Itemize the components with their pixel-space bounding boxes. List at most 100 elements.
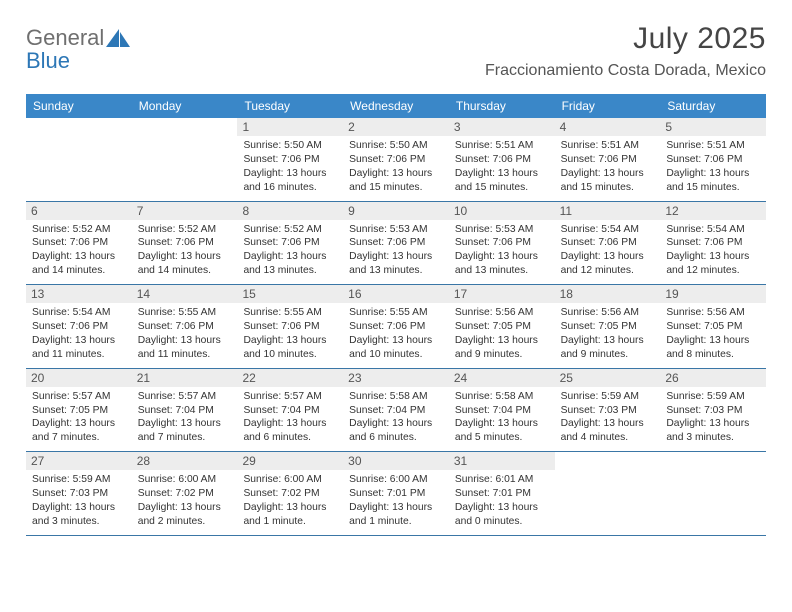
day-number: 20 [26,369,132,387]
logo-line1: General [26,25,104,50]
day-number: 31 [449,452,555,470]
day-info: Sunrise: 5:59 AMSunset: 7:03 PMDaylight:… [32,473,127,529]
day-cell: 5 Sunrise: 5:51 AMSunset: 7:06 PMDaylight… [660,118,766,201]
calendar-page: General Blue July 2025 Fraccionamiento C… [0,0,792,546]
day-cell: 27Sunrise: 5:59 AMSunset: 7:03 PMDayligh… [26,452,132,535]
day-info: Sunrise: 5:52 AMSunset: 7:06 PMDaylight:… [32,223,127,279]
day-cell: 9 Sunrise: 5:53 AMSunset: 7:06 PMDaylight… [343,202,449,285]
day-cell: 23 Sunrise: 5:58 AMSunset: 7:04 PMDayligh… [343,369,449,452]
day-number: 10 [449,202,555,220]
day-number: 7 [132,202,238,220]
day-info: Sunrise: 5:51 AMSunset: 7:06 PMDaylight:… [666,139,761,195]
day-cell: 13 Sunrise: 5:54 AMSunset: 7:06 PMDayligh… [26,285,132,368]
logo-text: General Blue [26,26,104,72]
day-cell: 8Sunrise: 5:52 AMSunset: 7:06 PMDaylight… [237,202,343,285]
day-info: Sunrise: 5:53 AMSunset: 7:06 PMDaylight:… [349,223,444,279]
day-cell: 1Sunrise: 5:50 AMSunset: 7:06 PMDaylight… [237,118,343,201]
day-cell: 22 Sunrise: 5:57 AMSunset: 7:04 PMDayligh… [237,369,343,452]
day-number: 14 [132,285,238,303]
day-number: 25 [555,369,661,387]
day-info: Sunrise: 6:00 AMSunset: 7:01 PMDaylight:… [349,473,444,529]
day-number: 6 [26,202,132,220]
day-info: Sunrise: 5:55 AMSunset: 7:06 PMDaylight:… [138,306,233,362]
day-cell: 30Sunrise: 6:00 AMSunset: 7:01 PMDayligh… [343,452,449,535]
day-number: 8 [237,202,343,220]
day-info: Sunrise: 5:52 AMSunset: 7:06 PMDaylight:… [138,223,233,279]
day-cell: 11 Sunrise: 5:54 AMSunset: 7:06 PMDayligh… [555,202,661,285]
logo-sail-icon [106,29,132,56]
day-number: 28 [132,452,238,470]
location-label: Fraccionamiento Costa Dorada, Mexico [485,62,766,80]
day-info: Sunrise: 5:54 AMSunset: 7:06 PMDaylight:… [561,223,656,279]
day-number: 18 [555,285,661,303]
day-info: Sunrise: 5:54 AMSunset: 7:06 PMDaylight:… [32,306,127,362]
day-header-cell: Wednesday [343,94,449,118]
day-number: 9 [343,202,449,220]
day-number: 2 [343,118,449,136]
day-cell: 4Sunrise: 5:51 AMSunset: 7:06 PMDaylight… [555,118,661,201]
day-info: Sunrise: 5:57 AMSunset: 7:04 PMDaylight:… [138,390,233,446]
day-cell: 7 Sunrise: 5:52 AMSunset: 7:06 PMDaylight… [132,202,238,285]
logo: General Blue [26,22,132,72]
day-info: Sunrise: 5:56 AMSunset: 7:05 PMDaylight:… [666,306,761,362]
day-number: 15 [237,285,343,303]
day-number: 13 [26,285,132,303]
day-cell: 18 Sunrise: 5:56 AMSunset: 7:05 PMDayligh… [555,285,661,368]
day-info: Sunrise: 5:58 AMSunset: 7:04 PMDaylight:… [349,390,444,446]
day-header-cell: Sunday [26,94,132,118]
day-cell: 17 Sunrise: 5:56 AMSunset: 7:05 PMDayligh… [449,285,555,368]
day-header-cell: Monday [132,94,238,118]
day-header-cell: Thursday [449,94,555,118]
day-cell: 19 Sunrise: 5:56 AMSunset: 7:05 PMDayligh… [660,285,766,368]
week-row: 13 Sunrise: 5:54 AMSunset: 7:06 PMDayligh… [26,285,766,369]
day-number: 17 [449,285,555,303]
page-header: General Blue July 2025 Fraccionamiento C… [26,22,766,80]
week-row: 20 Sunrise: 5:57 AMSunset: 7:05 PMDayligh… [26,369,766,453]
day-info: Sunrise: 5:58 AMSunset: 7:04 PMDaylight:… [455,390,550,446]
day-info: Sunrise: 5:51 AMSunset: 7:06 PMDaylight:… [455,139,550,195]
day-info: Sunrise: 5:50 AMSunset: 7:06 PMDaylight:… [349,139,444,195]
day-number: 22 [237,369,343,387]
day-header-cell: Tuesday [237,94,343,118]
day-info: Sunrise: 5:57 AMSunset: 7:04 PMDaylight:… [243,390,338,446]
day-info: Sunrise: 5:55 AMSunset: 7:06 PMDaylight:… [243,306,338,362]
day-cell [555,452,661,535]
day-cell: 12Sunrise: 5:54 AMSunset: 7:06 PMDayligh… [660,202,766,285]
day-cell: 15 Sunrise: 5:55 AMSunset: 7:06 PMDayligh… [237,285,343,368]
day-info: Sunrise: 5:56 AMSunset: 7:05 PMDaylight:… [455,306,550,362]
day-info: Sunrise: 6:00 AMSunset: 7:02 PMDaylight:… [138,473,233,529]
day-cell: 2 Sunrise: 5:50 AMSunset: 7:06 PMDaylight… [343,118,449,201]
weeks-container: 1Sunrise: 5:50 AMSunset: 7:06 PMDaylight… [26,118,766,536]
day-info: Sunrise: 5:56 AMSunset: 7:05 PMDaylight:… [561,306,656,362]
day-cell: 14 Sunrise: 5:55 AMSunset: 7:06 PMDayligh… [132,285,238,368]
day-info: Sunrise: 5:50 AMSunset: 7:06 PMDaylight:… [243,139,338,195]
day-number: 19 [660,285,766,303]
day-cell [26,118,132,201]
logo-line2: Blue [26,48,70,73]
day-info: Sunrise: 5:51 AMSunset: 7:06 PMDaylight:… [561,139,656,195]
day-cell: 21Sunrise: 5:57 AMSunset: 7:04 PMDayligh… [132,369,238,452]
day-number: 11 [555,202,661,220]
day-cell: 29Sunrise: 6:00 AMSunset: 7:02 PMDayligh… [237,452,343,535]
day-cell: 26Sunrise: 5:59 AMSunset: 7:03 PMDayligh… [660,369,766,452]
day-header-row: SundayMondayTuesdayWednesdayThursdayFrid… [26,94,766,118]
day-number: 16 [343,285,449,303]
day-cell: 31 Sunrise: 6:01 AMSunset: 7:01 PMDayligh… [449,452,555,535]
day-number: 26 [660,369,766,387]
day-cell: 24Sunrise: 5:58 AMSunset: 7:04 PMDayligh… [449,369,555,452]
day-cell [132,118,238,201]
day-info: Sunrise: 6:01 AMSunset: 7:01 PMDaylight:… [455,473,550,529]
day-number: 12 [660,202,766,220]
day-header-cell: Saturday [660,94,766,118]
day-info: Sunrise: 6:00 AMSunset: 7:02 PMDaylight:… [243,473,338,529]
day-cell [660,452,766,535]
day-cell: 28 Sunrise: 6:00 AMSunset: 7:02 PMDayligh… [132,452,238,535]
day-number: 23 [343,369,449,387]
month-title: July 2025 [485,22,766,56]
day-info: Sunrise: 5:57 AMSunset: 7:05 PMDaylight:… [32,390,127,446]
day-cell: 10Sunrise: 5:53 AMSunset: 7:06 PMDayligh… [449,202,555,285]
day-number: 5 [660,118,766,136]
day-number: 3 [449,118,555,136]
day-cell: 6 Sunrise: 5:52 AMSunset: 7:06 PMDaylight… [26,202,132,285]
day-cell: 25Sunrise: 5:59 AMSunset: 7:03 PMDayligh… [555,369,661,452]
